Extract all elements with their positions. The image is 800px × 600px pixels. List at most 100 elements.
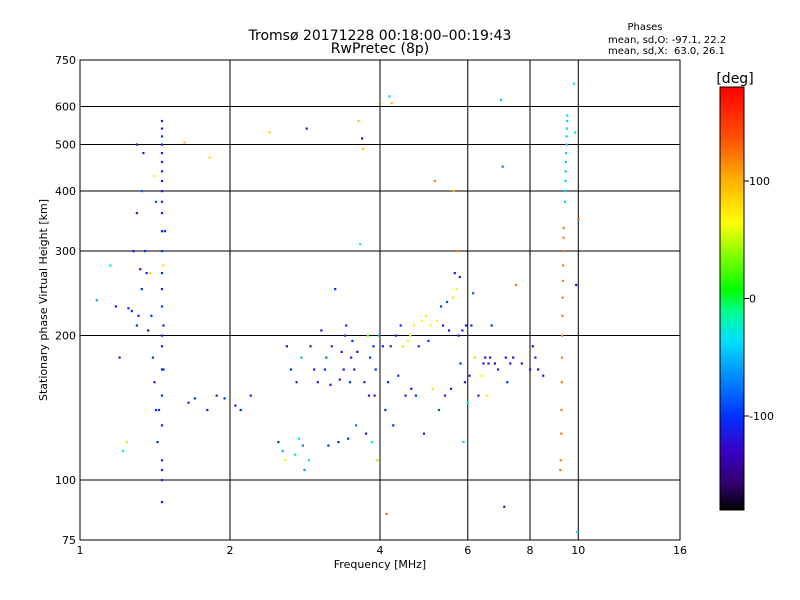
data-point: [564, 179, 567, 183]
data-point: [372, 345, 375, 348]
colorbar-tick-label: -100: [749, 410, 774, 423]
data-point: [350, 356, 353, 359]
data-point: [316, 381, 319, 384]
data-point: [381, 345, 384, 348]
x-tick-label: 2: [227, 544, 234, 557]
data-point: [295, 381, 298, 384]
data-point: [239, 408, 242, 412]
data-point: [449, 387, 453, 390]
data-point: [385, 512, 388, 516]
y-tick-labels: 75 100 200 300 400 500 600 750: [55, 54, 76, 547]
data-point: [157, 408, 161, 412]
colorbar-tick-label: 0: [749, 293, 756, 306]
data-point: [347, 437, 350, 440]
data-point: [130, 310, 133, 313]
data-point: [206, 408, 209, 412]
data-point: [560, 381, 563, 384]
data-point: [284, 459, 287, 462]
data-point: [559, 459, 562, 462]
y-tick-label: 400: [55, 185, 76, 198]
data-point: [289, 368, 293, 371]
data-point: [409, 334, 412, 337]
data-point: [384, 408, 387, 412]
data-point: [160, 459, 164, 462]
data-point: [160, 119, 164, 123]
data-point: [453, 272, 456, 275]
data-point: [520, 362, 523, 365]
data-point: [348, 381, 352, 384]
data-point: [362, 147, 365, 150]
data-point: [160, 305, 164, 308]
data-point: [417, 345, 420, 348]
data-point: [466, 401, 469, 404]
data-point: [422, 432, 426, 435]
data-point: [441, 324, 445, 327]
x-axis-label: Frequency [MHz]: [334, 558, 426, 571]
data-point: [487, 362, 490, 365]
data-point: [140, 288, 143, 291]
data-point: [563, 200, 567, 203]
data-point: [379, 102, 382, 105]
data-point: [572, 82, 576, 85]
data-point: [160, 501, 164, 504]
data-point: [392, 424, 395, 427]
grid-lines: [80, 60, 680, 540]
data-point: [485, 394, 488, 397]
data-point: [309, 345, 312, 348]
data-point: [374, 368, 377, 371]
data-point: [425, 314, 428, 317]
colorbar-ticks: 100 0 -100: [744, 175, 774, 423]
data-point: [562, 236, 565, 239]
data-point: [359, 243, 362, 246]
data-point: [151, 356, 154, 359]
data-point: [537, 368, 540, 371]
data-point: [307, 459, 311, 462]
data-point: [439, 305, 443, 308]
data-point: [323, 368, 326, 371]
data-point: [455, 288, 458, 291]
data-point: [137, 314, 140, 317]
data-point: [414, 394, 417, 397]
data-point: [361, 137, 364, 140]
data-point: [509, 362, 512, 365]
data-point: [394, 334, 397, 337]
data-point: [531, 345, 534, 348]
data-point: [160, 190, 164, 193]
data-point: [162, 264, 165, 267]
data-point: [355, 424, 358, 427]
data-point: [160, 345, 164, 348]
data-point: [329, 383, 332, 386]
data-point: [320, 329, 323, 332]
data-point: [163, 230, 166, 233]
data-point: [160, 368, 164, 371]
data-point: [160, 424, 164, 427]
data-point: [357, 119, 360, 123]
data-point: [160, 288, 164, 291]
y-tick-label: 750: [55, 54, 76, 67]
data-point: [456, 250, 459, 253]
x-tick-label: 10: [571, 544, 585, 557]
data-point: [277, 441, 280, 444]
data-point: [301, 444, 304, 447]
data-point: [135, 324, 138, 327]
data-point: [506, 381, 509, 384]
data-point: [330, 345, 333, 348]
data-point: [564, 190, 567, 193]
data-point: [459, 362, 462, 365]
data-point: [461, 329, 464, 332]
data-point: [154, 408, 158, 412]
data-point: [566, 119, 569, 123]
data-point: [366, 334, 369, 337]
data-point: [561, 334, 564, 337]
data-point: [365, 432, 368, 435]
data-point: [215, 394, 218, 397]
data-point: [472, 292, 475, 295]
y-tick-label: 200: [55, 330, 76, 343]
data-point: [566, 114, 569, 117]
data-point: [515, 283, 518, 287]
data-point: [160, 272, 164, 275]
y-tick-label: 300: [55, 245, 76, 258]
data-point: [427, 339, 430, 342]
data-point: [160, 212, 164, 215]
y-tick-label: 500: [55, 139, 76, 152]
